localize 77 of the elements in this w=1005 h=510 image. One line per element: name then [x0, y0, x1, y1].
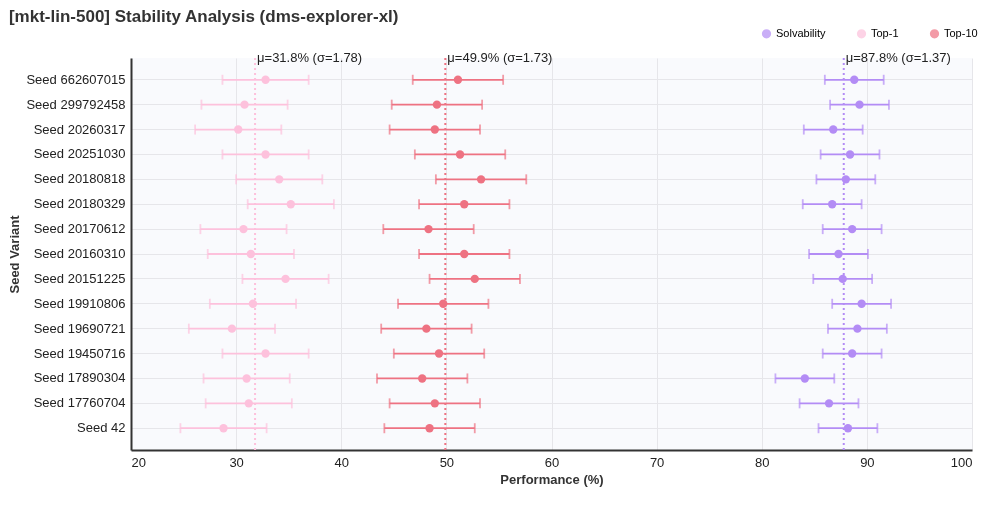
point: [439, 299, 448, 308]
point: [234, 125, 243, 134]
y-tick-label: Seed 17760704: [33, 395, 126, 411]
point: [219, 424, 228, 433]
y-axis-title: Seed Variant: [7, 214, 23, 294]
point: [227, 324, 237, 333]
y-tick-label: Seed 20180329: [33, 196, 126, 212]
ref-line-label: μ=49.9% (σ=1.73): [447, 50, 553, 65]
point: [845, 150, 855, 159]
legend-label: Top-1: [871, 26, 899, 39]
point: [422, 324, 431, 333]
point: [430, 125, 439, 134]
x-tick-label: 20: [131, 454, 146, 470]
point: [829, 125, 838, 134]
y-tick-label: Seed 20160310: [33, 246, 126, 261]
point: [246, 249, 256, 259]
y-tick-label: Seed 20170612: [33, 221, 126, 237]
y-tick-label: Seed 19450716: [33, 345, 126, 361]
legend-label: Solvability: [776, 26, 827, 39]
ref-line-label: μ=87.8% (σ=1.37): [845, 50, 951, 65]
point: [430, 399, 439, 408]
point: [847, 349, 857, 358]
point: [800, 374, 810, 383]
point: [286, 200, 295, 209]
y-tick-label: Seed 20251030: [33, 146, 126, 162]
point: [841, 175, 851, 184]
point: [857, 299, 866, 308]
y-tick-label: Seed 42: [77, 420, 126, 436]
y-tick-label: Seed 20151225: [33, 270, 126, 286]
x-axis-title: Performance (%): [500, 471, 604, 487]
x-tick-label: 100: [950, 454, 973, 470]
point: [470, 274, 479, 284]
y-tick-label: Seed 19910806: [33, 295, 126, 311]
point: [242, 374, 251, 383]
point: [855, 100, 864, 109]
point: [281, 274, 290, 284]
y-tick-label: Seed 20180818: [33, 171, 126, 187]
point: [460, 200, 469, 209]
point: [853, 324, 862, 333]
point: [824, 399, 834, 408]
point: [239, 224, 248, 234]
point: [244, 399, 253, 408]
point: [843, 424, 853, 433]
point: [850, 75, 859, 84]
point: [418, 374, 427, 383]
point: [455, 150, 465, 159]
legend-label: Top-10: [944, 26, 978, 39]
y-tick-label: Seed 20260317: [33, 121, 126, 137]
point: [460, 249, 469, 259]
point: [432, 100, 442, 109]
point: [240, 100, 249, 109]
point: [275, 175, 284, 184]
point: [453, 75, 463, 84]
ref-line-label: μ=31.8% (σ=1.78): [257, 50, 363, 65]
point: [834, 249, 843, 259]
y-tick-label: Seed 662607015: [26, 71, 126, 87]
point: [476, 175, 486, 184]
x-tick-label: 40: [334, 454, 349, 470]
x-tick-label: 90: [860, 454, 875, 470]
point: [434, 349, 444, 358]
x-tick-label: 50: [439, 454, 455, 470]
y-tick-label: Seed 19690721: [33, 320, 126, 336]
y-tick-label: Seed 17890304: [33, 370, 126, 386]
point: [425, 424, 434, 433]
x-tick-label: 70: [649, 454, 665, 470]
point: [424, 224, 433, 234]
y-tick-label: Seed 299792458: [26, 96, 126, 112]
x-tick-label: 60: [544, 454, 560, 470]
point: [838, 274, 847, 284]
point: [261, 75, 270, 84]
x-tick-label: 80: [755, 454, 770, 470]
chart-title: [mkt-lin-500] Stability Analysis (dms-explorer-xl): [8, 7, 399, 26]
point: [261, 349, 270, 358]
point: [847, 224, 857, 234]
point: [828, 200, 837, 209]
x-tick-label: 30: [229, 454, 244, 470]
point: [261, 150, 270, 159]
